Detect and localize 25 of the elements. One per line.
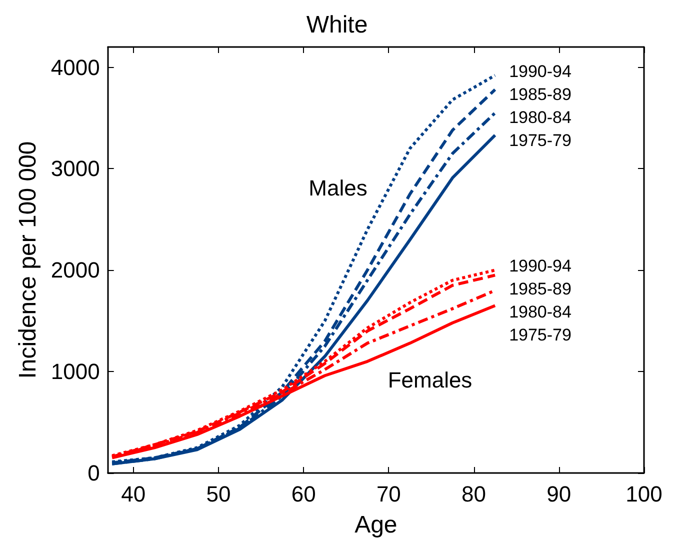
chart-title: White — [306, 12, 368, 38]
y-tick-label: 3000 — [50, 156, 100, 182]
series-label: 1985-89 — [509, 84, 572, 104]
x-tick-label: 70 — [376, 482, 401, 506]
annotation: Females — [388, 368, 472, 392]
x-tick-label: 50 — [206, 482, 231, 506]
x-tick-label: 40 — [121, 482, 146, 506]
annotation: Males — [308, 176, 368, 200]
y-tick-label: 0 — [88, 460, 100, 486]
y-axis-title: Incidence per 100 000 — [14, 141, 42, 379]
y-tick-label: 4000 — [50, 54, 100, 80]
series-label: 1985-89 — [509, 280, 572, 299]
series-label: 1990-94 — [509, 256, 572, 276]
series-label: 1975-79 — [509, 130, 572, 150]
series-label: 1990-94 — [509, 62, 572, 81]
x-axis-title: Age — [354, 512, 398, 538]
x-tick-label: 60 — [291, 482, 316, 506]
y-tick-label: 1000 — [50, 359, 100, 384]
series-label: 1980-84 — [509, 108, 572, 127]
y-tick-label: 2000 — [50, 258, 100, 283]
x-tick-label: 90 — [546, 482, 572, 506]
series-label: 1975-79 — [509, 326, 572, 345]
x-tick-label: 100 — [626, 482, 662, 506]
x-tick-label: 80 — [462, 482, 486, 506]
series-label: 1980-84 — [509, 302, 572, 322]
